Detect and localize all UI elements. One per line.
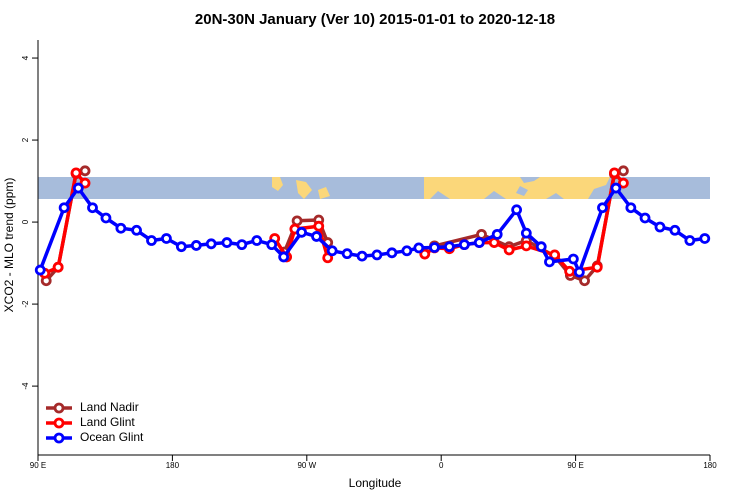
data-point: [549, 249, 561, 261]
y-tick-label: -2: [21, 300, 30, 308]
data-point: [205, 238, 217, 250]
x-tick-label: 180: [166, 461, 180, 470]
legend-label: Land Glint: [80, 415, 135, 429]
data-point: [597, 202, 608, 214]
data-point: [100, 212, 112, 224]
data-point: [491, 228, 503, 240]
data-point: [476, 228, 487, 240]
data-point: [161, 233, 172, 244]
y-tick-label: 2: [21, 137, 30, 142]
data-point: [356, 250, 368, 262]
data-point: [419, 248, 431, 260]
data-point: [401, 245, 413, 257]
data-point: [535, 241, 547, 253]
data-point: [251, 235, 263, 246]
data-point: [146, 235, 157, 246]
legend-marker: [53, 432, 65, 444]
data-point: [617, 177, 629, 189]
data-point: [511, 204, 523, 216]
data-point: [564, 265, 576, 277]
data-point: [58, 202, 70, 214]
y-tick-label: -4: [21, 382, 30, 390]
data-point: [444, 241, 455, 253]
data-point: [52, 261, 64, 273]
data-point: [544, 256, 555, 268]
data-point: [266, 239, 278, 251]
data-point: [610, 182, 622, 194]
data-point: [617, 165, 629, 177]
data-point: [429, 242, 440, 253]
legend-label: Land Nadir: [80, 400, 139, 414]
data-point: [609, 167, 620, 179]
data-point: [684, 235, 696, 246]
chart-title: 20N-30N January (Ver 10) 2015-01-01 to 2…: [195, 11, 555, 28]
data-point: [413, 242, 425, 254]
y-tick-label: 4: [21, 55, 30, 60]
data-point: [175, 241, 187, 253]
data-point: [70, 167, 82, 179]
data-point: [79, 177, 91, 189]
data-point: [221, 237, 233, 248]
data-point: [371, 249, 383, 261]
map-strip: [38, 177, 710, 199]
data-point: [520, 240, 532, 252]
y-axis-label: XCO2 - MLO trend (ppm): [2, 178, 16, 313]
data-point: [291, 215, 303, 227]
x-tick-label: 90 E: [30, 461, 46, 470]
data-point: [79, 165, 91, 177]
x-tick-label: 90 E: [567, 461, 583, 470]
data-point: [669, 224, 681, 236]
legend-marker: [53, 402, 65, 414]
data-point: [131, 224, 142, 236]
data-point: [573, 266, 585, 278]
data-point: [625, 202, 637, 214]
data-point: [341, 248, 353, 260]
data-point: [488, 237, 500, 248]
data-point: [579, 275, 590, 287]
data-point: [520, 227, 532, 239]
data-point: [458, 239, 470, 251]
data-point: [654, 221, 666, 233]
axes: [37, 40, 710, 456]
data-point: [639, 212, 651, 224]
data-point: [296, 226, 307, 238]
data-point: [278, 251, 290, 263]
y-tick-label: 0: [21, 219, 30, 224]
data-point: [311, 231, 322, 242]
data-point: [72, 182, 84, 194]
data-point: [591, 261, 603, 273]
data-point: [503, 244, 515, 256]
data-point: [699, 233, 711, 244]
data-point: [386, 247, 398, 259]
data-point: [567, 253, 579, 265]
x-tick-label: 180: [703, 461, 717, 470]
data-point: [190, 240, 202, 251]
x-tick-label: 90 W: [297, 461, 316, 470]
legend-marker: [53, 417, 65, 429]
data-point: [115, 222, 127, 234]
data-point: [34, 264, 46, 276]
data-point: [236, 239, 248, 251]
data-point: [473, 237, 485, 248]
data-point: [326, 245, 338, 257]
data-point: [313, 220, 325, 232]
x-tick-label: 0: [439, 461, 444, 470]
legend-label: Ocean Glint: [80, 430, 144, 444]
x-axis-label: Longitude: [349, 476, 402, 490]
data-point: [87, 202, 98, 214]
